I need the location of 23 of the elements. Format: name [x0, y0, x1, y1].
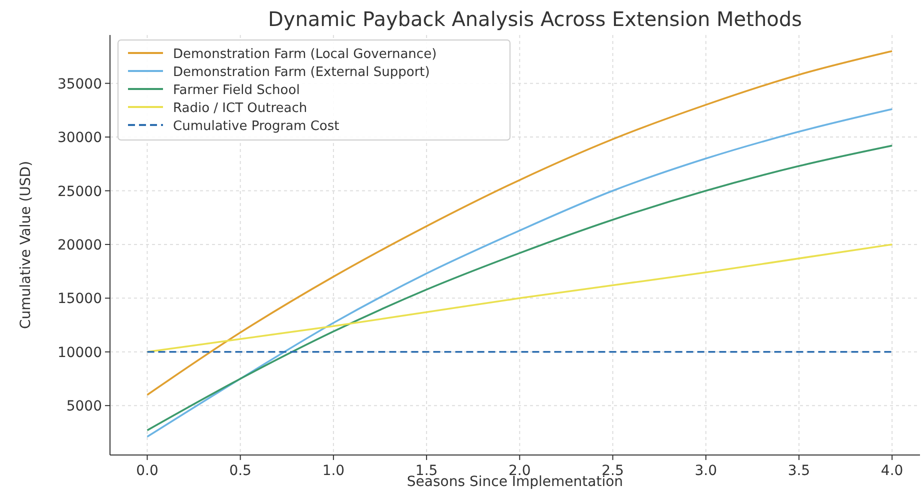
- y-tick-label: 35000: [57, 76, 102, 92]
- x-tick-label: 4.0: [880, 463, 904, 479]
- y-tick-label: 20000: [57, 237, 102, 254]
- x-tick-label: 0.5: [229, 463, 252, 479]
- line-series: [146, 244, 893, 353]
- chart-title: Dynamic Payback Analysis Across Extension Methods: [268, 7, 802, 31]
- y-tick-label: 10000: [57, 344, 102, 361]
- legend-label: Cumulative Program Cost: [173, 119, 340, 134]
- x-tick-label: 3.0: [694, 463, 717, 479]
- x-tick-label: 1.0: [322, 463, 345, 479]
- y-tick-label: 30000: [57, 130, 102, 146]
- legend-label: Demonstration Farm (External Support): [173, 65, 430, 80]
- y-tick-label: 5000: [66, 398, 102, 415]
- legend-label: Demonstration Farm (Local Governance): [173, 47, 437, 62]
- x-tick-label: 3.5: [788, 463, 810, 479]
- x-tick-label: 0.0: [136, 463, 158, 479]
- legend-label: Farmer Field School: [173, 83, 300, 98]
- legend-label: Radio / ICT Outreach: [173, 101, 308, 116]
- y-tick-label: 25000: [57, 184, 102, 200]
- y-tick-label: 15000: [57, 291, 102, 308]
- y-axis-title: Cumulative Value (USD): [18, 160, 34, 330]
- x-tick-label: 1.5: [415, 463, 438, 479]
- line-series: [146, 50, 893, 396]
